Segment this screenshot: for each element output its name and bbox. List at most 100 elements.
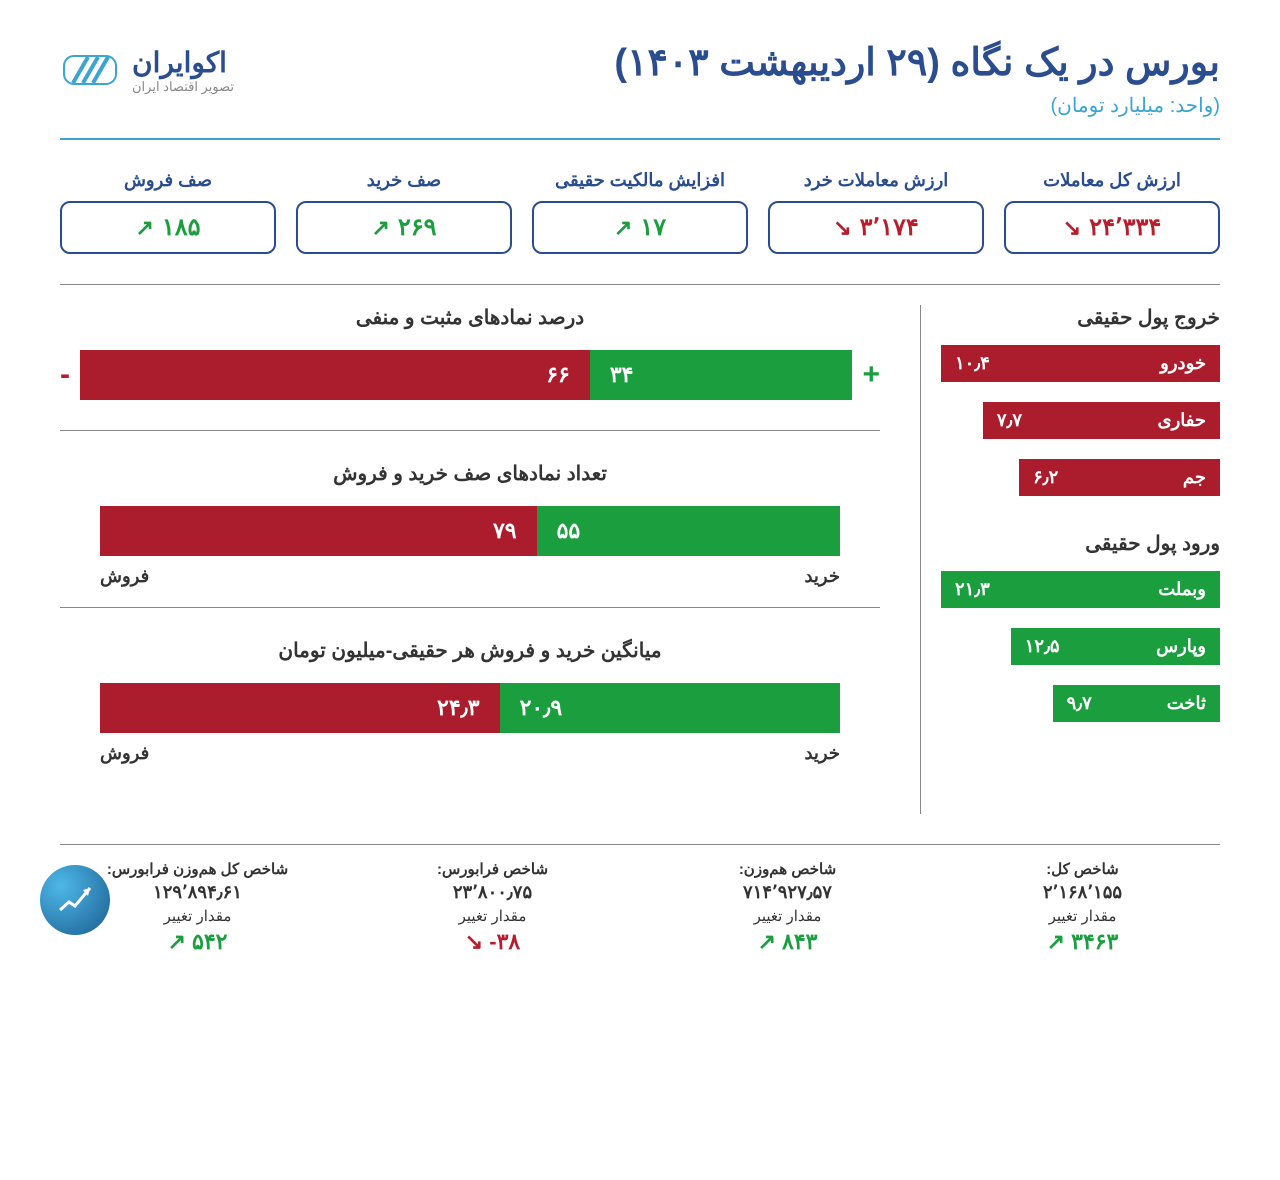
header: بورس در یک نگاه (۲۹ اردیبهشت ۱۴۰۳) (واحد…: [60, 40, 1220, 118]
side-bar-name: جم: [1183, 467, 1206, 488]
queue-sell-segment: ۷۹: [100, 506, 537, 556]
metric-label: افزایش مالکیت حقیقی: [532, 170, 748, 191]
side-bar-name: وپارس: [1156, 636, 1206, 657]
page-title: بورس در یک نگاه (۲۹ اردیبهشت ۱۴۰۳): [614, 40, 1220, 85]
side-bar-name: وبملت: [1158, 579, 1206, 600]
footer-index-value: ۲۳٬۸۰۰٫۷۵: [355, 882, 630, 903]
avg-chart: میانگین خرید و فروش هر حقیقی-میلیون توما…: [60, 638, 880, 784]
pct-positive-segment: ۳۴: [590, 350, 853, 400]
side-bar-item: وپارس ۱۲٫۵: [1011, 628, 1220, 665]
side-bar-item: ثاخت ۹٫۷: [1053, 685, 1220, 722]
side-bar-item: وبملت ۲۱٫۳: [941, 571, 1220, 608]
metric-value-box: ۲۶۹ ↗: [296, 201, 512, 254]
side-bar-value: ۱۲٫۵: [1025, 636, 1060, 657]
queue-sell-label: فروش: [100, 566, 149, 587]
side-bar-item: حفاری ۷٫۷: [983, 402, 1220, 439]
arrow-icon: ↘: [465, 929, 483, 955]
footer-change-value: ۳۴۶۳↗: [945, 929, 1220, 955]
metric-item: افزایش مالکیت حقیقی ۱۷ ↗: [532, 170, 748, 254]
side-bar-value: ۶٫۲: [1033, 467, 1058, 488]
avg-chart-title: میانگین خرید و فروش هر حقیقی-میلیون توما…: [60, 638, 880, 663]
side-bar-value: ۷٫۷: [997, 410, 1022, 431]
arrow-icon: ↘: [1063, 215, 1081, 241]
logo-icon: [60, 40, 120, 100]
main-column: درصد نمادهای مثبت و منفی + ۳۴ ۶۶ - تعداد…: [60, 305, 890, 814]
metric-value-box: ۱۷ ↗: [532, 201, 748, 254]
queue-buy-value: ۵۵: [557, 518, 581, 544]
queue-buy-segment: ۵۵: [537, 506, 840, 556]
avg-sell-label: فروش: [100, 743, 149, 764]
avg-buy-value: ۲۰٫۹: [520, 695, 563, 721]
avg-sell-value: ۲۴٫۳: [437, 695, 480, 721]
metric-label: ارزش کل معاملات: [1004, 170, 1220, 191]
avg-buy-segment: ۲۰٫۹: [500, 683, 840, 733]
metric-value-box: ۲۴٬۳۳۴ ↘: [1004, 201, 1220, 254]
side-column: خروج پول حقیقی خودرو ۱۰٫۴ حفاری ۷٫۷ جم ۶٫۲ ور…: [920, 305, 1220, 814]
pct-chart-title: درصد نمادهای مثبت و منفی: [60, 305, 880, 330]
minus-sign: -: [60, 358, 70, 392]
queue-chart: تعداد نمادهای صف خرید و فروش ۵۵ ۷۹ خرید …: [60, 461, 880, 608]
queue-chart-title: تعداد نمادهای صف خرید و فروش: [60, 461, 880, 486]
logo-name: اکوایران: [132, 46, 234, 79]
metrics-row: ارزش کل معاملات ۲۴٬۳۳۴ ↘ ارزش معاملات خر…: [60, 170, 1220, 254]
inflow-title: ورود پول حقیقی: [941, 531, 1220, 556]
arrow-icon: ↗: [371, 215, 389, 241]
metric-value: ۲۴٬۳۳۴: [1089, 213, 1161, 242]
side-bar-value: ۱۰٫۴: [955, 353, 990, 374]
metric-item: صف خرید ۲۶۹ ↗: [296, 170, 512, 254]
page-subtitle: (واحد: میلیارد تومان): [614, 93, 1220, 118]
plus-sign: +: [862, 358, 880, 392]
pct-chart: درصد نمادهای مثبت و منفی + ۳۴ ۶۶ -: [60, 305, 880, 431]
metric-value: ۳٬۱۷۴: [860, 213, 919, 242]
pct-positive-value: ۳۴: [610, 362, 634, 388]
side-bar-value: ۲۱٫۳: [955, 579, 990, 600]
header-divider: [60, 138, 1220, 140]
footer-change-value: ۳۸-↘: [355, 929, 630, 955]
metric-label: ارزش معاملات خرد: [768, 170, 984, 191]
footer-index-label: شاخص هم‌وزن:: [650, 860, 925, 878]
metric-label: صف فروش: [60, 170, 276, 191]
metric-value-box: ۳٬۱۷۴ ↘: [768, 201, 984, 254]
metric-value: ۱۸۵: [162, 213, 201, 242]
chart-badge-icon: [40, 865, 110, 935]
footer-change-value: ۸۴۳↗: [650, 929, 925, 955]
arrow-icon: ↗: [168, 929, 186, 955]
logo: اکوایران تصویر اقتصاد ایران: [60, 40, 234, 100]
metric-value: ۱۷: [640, 213, 666, 242]
arrow-icon: ↗: [758, 929, 776, 955]
avg-buy-label: خرید: [804, 743, 840, 764]
logo-tagline: تصویر اقتصاد ایران: [132, 79, 234, 95]
side-bar-name: حفاری: [1158, 410, 1207, 431]
side-bar-item: جم ۶٫۲: [1019, 459, 1220, 496]
footer-change-value: ۵۴۲↗: [60, 929, 335, 955]
side-bar-value: ۹٫۷: [1067, 693, 1092, 714]
arrow-icon: ↗: [135, 215, 153, 241]
footer-index-item: شاخص فرابورس: ۲۳٬۸۰۰٫۷۵ مقدار تغییر ۳۸-↘: [355, 860, 630, 955]
arrow-icon: ↘: [833, 215, 851, 241]
pct-negative-value: ۶۶: [546, 362, 570, 388]
side-bar-name: ثاخت: [1167, 693, 1206, 714]
metric-value: ۲۶۹: [398, 213, 437, 242]
side-bar-name: خودرو: [1160, 353, 1206, 374]
side-bar-item: خودرو ۱۰٫۴: [941, 345, 1220, 382]
metric-value-box: ۱۸۵ ↗: [60, 201, 276, 254]
queue-sell-value: ۷۹: [493, 518, 517, 544]
footer-change-label: مقدار تغییر: [945, 907, 1220, 925]
footer-row: شاخص کل: ۲٬۱۶۸٬۱۵۵ مقدار تغییر ۳۴۶۳↗ شاخص…: [60, 844, 1220, 955]
footer-index-label: شاخص کل هم‌وزن فرابورس:: [60, 860, 335, 878]
metric-item: ارزش معاملات خرد ۳٬۱۷۴ ↘: [768, 170, 984, 254]
metric-item: ارزش کل معاملات ۲۴٬۳۳۴ ↘: [1004, 170, 1220, 254]
metric-label: صف خرید: [296, 170, 512, 191]
arrow-icon: ↗: [614, 215, 632, 241]
footer-change-label: مقدار تغییر: [650, 907, 925, 925]
footer-index-label: شاخص فرابورس:: [355, 860, 630, 878]
queue-buy-label: خرید: [804, 566, 840, 587]
footer-index-item: شاخص هم‌وزن: ۷۱۴٬۹۲۷٫۵۷ مقدار تغییر ۸۴۳↗: [650, 860, 925, 955]
pct-negative-segment: ۶۶: [80, 350, 590, 400]
footer-index-value: ۷۱۴٬۹۲۷٫۵۷: [650, 882, 925, 903]
avg-sell-segment: ۲۴٫۳: [100, 683, 500, 733]
outflow-title: خروج پول حقیقی: [941, 305, 1220, 330]
footer-index-value: ۲٬۱۶۸٬۱۵۵: [945, 882, 1220, 903]
metric-item: صف فروش ۱۸۵ ↗: [60, 170, 276, 254]
footer-index-label: شاخص کل:: [945, 860, 1220, 878]
